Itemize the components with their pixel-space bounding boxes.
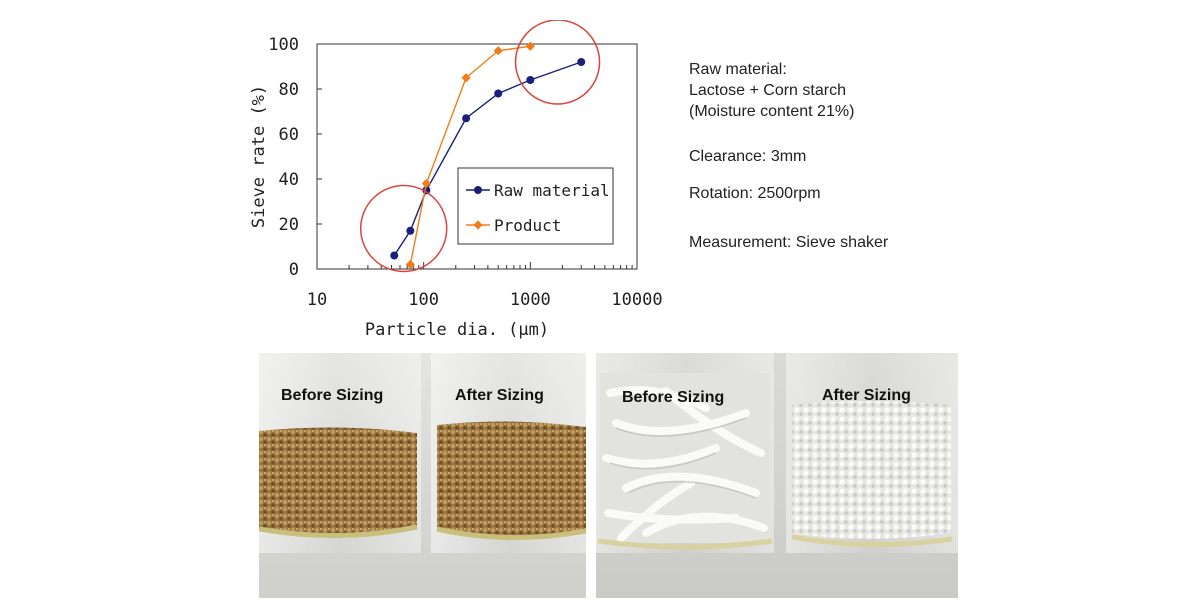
data-point-circle — [577, 58, 586, 66]
y-tick-label: 100 — [268, 35, 299, 55]
y-tick-label: 80 — [279, 80, 299, 100]
brown-granule-jars — [259, 353, 586, 553]
granule-photo-white: Before Sizing After Sizing — [596, 353, 958, 598]
x-axis-title: Particle dia. (μm) — [365, 320, 549, 340]
y-tick-label: 40 — [279, 170, 299, 190]
legend-marker-circle — [474, 186, 482, 194]
x-tick-label: 10000 — [611, 290, 662, 310]
raw-material-label: Raw material: — [689, 61, 787, 78]
after-sizing-label-brown: After Sizing — [455, 387, 544, 404]
data-point-diamond — [525, 41, 535, 51]
legend-label: Product — [494, 216, 561, 235]
annotation-circle — [514, 20, 601, 105]
rotation-text: Rotation: 2500rpm — [689, 185, 821, 202]
clearance-text: Clearance: 3mm — [689, 148, 807, 165]
data-point-circle — [526, 76, 535, 84]
data-point-circle — [406, 226, 415, 235]
raw-material-value: Lactose + Corn starch — [689, 82, 846, 99]
x-tick-label: 100 — [408, 290, 439, 310]
y-tick-label: 20 — [279, 215, 299, 235]
granule-photo-brown: Before Sizing After Sizing — [259, 353, 586, 598]
y-axis-title: Sieve rate (%) — [249, 85, 269, 228]
data-point-circle — [494, 89, 503, 98]
y-tick-label: 0 — [289, 260, 299, 280]
before-sizing-label-brown: Before Sizing — [281, 387, 384, 404]
annotation-circle — [359, 184, 448, 273]
sieve-rate-chart: 10 100 1000 10000 0 20 40 60 80 100 Raw material Pr… — [249, 20, 663, 340]
data-point-diamond — [405, 259, 415, 270]
legend-box — [457, 167, 614, 245]
plot-area: 10 100 1000 10000 0 20 40 60 80 100 Raw material Pr… — [268, 20, 663, 310]
legend-marker-diamond — [473, 220, 483, 230]
data-point-diamond — [421, 178, 431, 189]
legend-label: Raw material — [494, 181, 610, 200]
data-point-circle — [390, 251, 399, 260]
measurement-text: Measurement: Sieve shaker — [689, 234, 889, 251]
x-tick-label: 10 — [307, 290, 327, 310]
before-sizing-label-white: Before Sizing — [622, 389, 725, 406]
data-point-diamond — [493, 46, 503, 56]
after-sizing-label-white: After Sizing — [822, 387, 911, 404]
data-point-circle — [462, 114, 471, 123]
raw-material-info: Raw material: Lactose + Corn starch (Moi… — [689, 59, 854, 122]
x-tick-label: 1000 — [510, 290, 551, 310]
y-tick-label: 60 — [279, 125, 299, 145]
plot-frame — [316, 43, 638, 270]
moisture-content: (Moisture content 21%) — [689, 103, 855, 120]
white-granule-jars — [596, 353, 958, 553]
